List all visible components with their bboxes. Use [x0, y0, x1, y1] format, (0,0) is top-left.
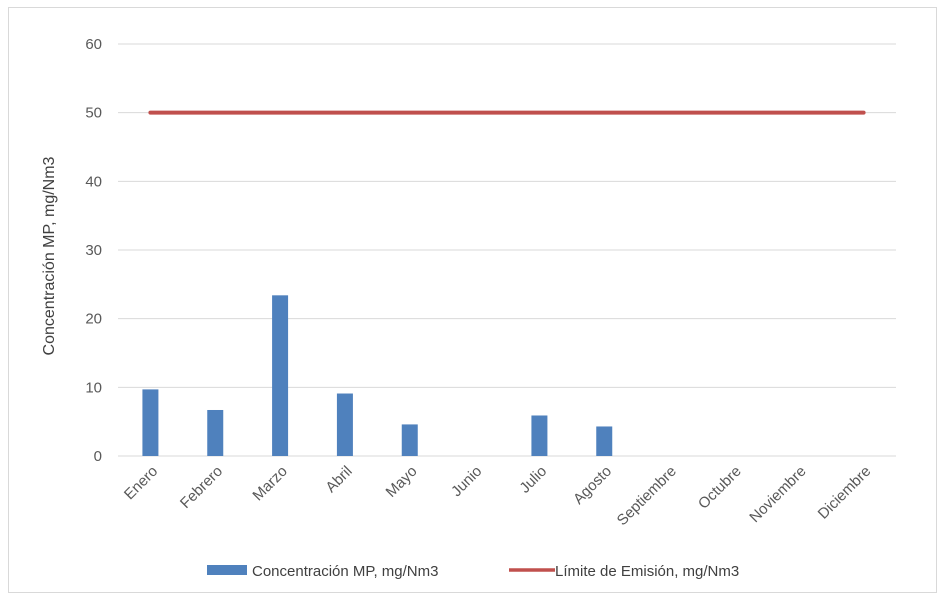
gridlines [118, 43, 896, 457]
y-axis-title: Concentración MP, mg/Nm3 [41, 156, 58, 355]
chart-frame [8, 7, 937, 593]
legend-swatch-concentracion [207, 565, 247, 575]
y-tick-label: 40 [85, 173, 102, 190]
x-tick-label-noviembre: Noviembre [746, 463, 809, 526]
bar-agosto [596, 426, 613, 456]
y-tick-label: 60 [85, 36, 102, 53]
x-tick-label-septiembre: Septiembre [614, 463, 680, 529]
x-tick-label-mayo: Mayo [383, 463, 421, 501]
x-tick-label-julio: Julio [516, 463, 550, 497]
bar-mayo [401, 424, 418, 456]
x-tick-label-febrero: Febrero [177, 463, 226, 512]
y-tick-label: 30 [85, 242, 102, 259]
bars [142, 295, 613, 456]
y-tick-label: 20 [85, 311, 102, 328]
y-tick-label: 0 [94, 448, 102, 465]
bar-julio [531, 415, 548, 456]
legend-label-limite: Límite de Emisión, mg/Nm3 [555, 563, 739, 580]
x-tick-label-diciembre: Diciembre [815, 463, 875, 523]
x-tick-label-enero: Enero [121, 463, 161, 503]
bar-marzo [272, 295, 289, 456]
bar-febrero [207, 409, 224, 456]
x-tick-labels: Enero Febrero Marzo Abril Mayo Junio Julio Agos… [121, 463, 874, 529]
legend: Concentración MP, mg/Nm3 Límite de Emisi… [207, 563, 739, 580]
bar-enero [142, 389, 159, 456]
y-tick-labels: 0 10 20 30 40 50 60 [85, 36, 102, 465]
y-tick-label: 50 [85, 105, 102, 122]
x-tick-label-abril: Abril [323, 463, 356, 496]
legend-label-concentracion: Concentración MP, mg/Nm3 [252, 563, 438, 580]
x-tick-label-octubre: Octubre [695, 463, 745, 513]
bar-abril [336, 393, 353, 456]
x-tick-label-junio: Junio [448, 463, 485, 500]
x-tick-label-marzo: Marzo [249, 463, 290, 504]
y-tick-label: 10 [85, 379, 102, 396]
x-tick-label-agosto: Agosto [570, 463, 615, 508]
